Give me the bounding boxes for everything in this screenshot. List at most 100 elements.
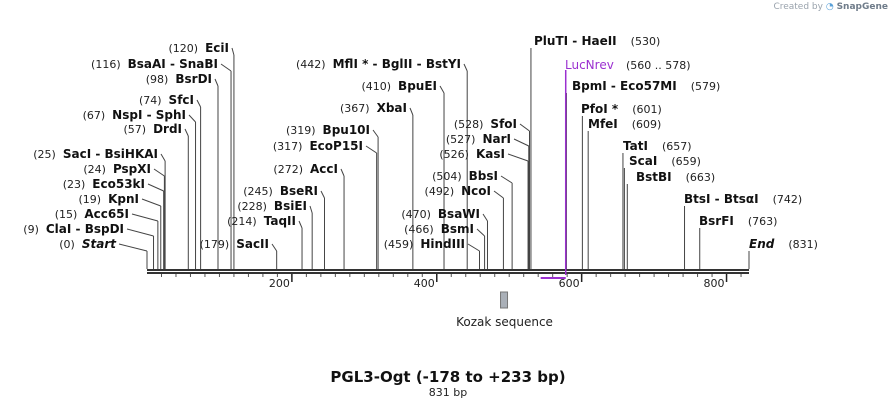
site-leader-sfci	[196, 99, 202, 108]
site-name-bsrdi: BsrDI	[175, 72, 212, 86]
site-position-bsiei: (228)	[237, 200, 267, 213]
snapgene-logo-icon: ◔	[825, 2, 834, 12]
map-title: PGL3-Ogt (-178 to +233 bp)	[330, 368, 566, 386]
site-position-bbsi: (504)	[432, 170, 462, 183]
site-leader-kpni	[141, 198, 161, 207]
axis-tick-label-600: 600	[559, 277, 580, 290]
site-name-pspxi: PspXI	[113, 162, 151, 176]
site-position-kpni: (19)	[79, 193, 102, 206]
kozak-feature-box	[500, 291, 509, 309]
site-leader-mfli	[463, 63, 468, 72]
site-name-btsi: BtsI - BtsαI	[684, 192, 759, 206]
site-leader-ecop15i	[365, 145, 377, 154]
site-position-bstbi: (663)	[686, 171, 716, 184]
site-name-acc65i: Acc65I	[84, 207, 129, 221]
site-position-ecii: (120)	[169, 42, 199, 55]
site-leader-bsrdi	[214, 78, 219, 87]
site-name-bstbi: BstBI	[636, 170, 672, 184]
site-position-bsmi: (466)	[404, 223, 434, 236]
site-name-xbai: XbaI	[377, 101, 407, 115]
site-position-end: (831)	[788, 238, 818, 251]
site-position-pspxi: (24)	[83, 163, 106, 176]
site-name-ecii: EciI	[205, 41, 229, 55]
site-position-ecop15i: (317)	[273, 140, 303, 153]
site-leader-bpuei	[439, 85, 445, 94]
site-position-sfoi: (528)	[454, 118, 484, 131]
site-leader-sacii	[271, 243, 278, 252]
credit-brand: SnapGene	[836, 2, 888, 12]
snapgene-credit: Created by ◔ SnapGene	[773, 2, 888, 12]
site-name-bsawi: BsaWI	[438, 207, 480, 221]
site-name-ncoi: NcoI	[461, 184, 491, 198]
site-name-acci: AccI	[310, 162, 338, 176]
site-position-sacii: (179)	[200, 238, 230, 251]
site-leader-ncoi	[493, 190, 504, 199]
axis-tick-label-200: 200	[269, 277, 290, 290]
site-name-clai: ClaI - BspDI	[46, 222, 124, 236]
site-leader-bpu10i	[372, 129, 379, 138]
site-leader-bsiei	[309, 205, 313, 214]
axis-tick-label-800: 800	[704, 277, 725, 290]
site-name-bsaai: BsaAI - SnaBI	[128, 57, 218, 71]
site-name-bseri: BseRI	[280, 184, 318, 198]
site-position-mfli: (442)	[296, 58, 326, 71]
site-position-bsawi: (470)	[401, 208, 431, 221]
site-name-hindiii: HindIII	[420, 237, 465, 251]
lucnrev-name: LucNrev	[565, 58, 614, 72]
lucnrev-range: (560 .. 578)	[626, 59, 691, 72]
site-leader-pspxi	[153, 168, 165, 177]
site-position-eco53ki: (23)	[63, 178, 86, 191]
site-name-bpmi: BpmI - Eco57MI	[572, 79, 677, 93]
site-position-bsrfi: (763)	[748, 215, 778, 228]
site-position-drdi: (57)	[123, 123, 146, 136]
site-name-sfoi: SfoI	[490, 117, 517, 131]
site-position-bsrdi: (98)	[146, 73, 169, 86]
site-name-bsmi: BsmI	[441, 222, 474, 236]
site-name-taqii: TaqII	[264, 214, 296, 228]
site-name-bsiei: BsiEI	[274, 199, 307, 213]
site-position-tati: (657)	[662, 140, 692, 153]
site-name-pfoi: PfoI *	[581, 102, 619, 116]
site-leader-hindiii	[467, 243, 480, 252]
site-leader-acci	[340, 168, 345, 177]
site-leader-bsawi	[482, 213, 488, 222]
site-position-acci: (272)	[273, 163, 303, 176]
site-position-clai: (9)	[23, 223, 39, 236]
site-position-bpmi: (579)	[691, 80, 721, 93]
site-name-tati: TatI	[623, 139, 648, 153]
site-position-pluti: (530)	[631, 35, 661, 48]
site-leader-saci	[160, 153, 166, 162]
site-position-scai: (659)	[671, 155, 701, 168]
site-name-kasi: KasI	[476, 147, 505, 161]
site-name-saci: SacI - BsiHKAI	[63, 147, 158, 161]
site-name-bpu10i: Bpu10I	[323, 123, 370, 137]
site-name-bpuei: BpuEI	[398, 79, 437, 93]
site-name-ecop15i: EcoP15I	[309, 139, 363, 153]
site-name-scai: ScaI	[629, 154, 657, 168]
site-position-mfei: (609)	[632, 118, 662, 131]
sequence-length: 831 bp	[428, 386, 468, 399]
site-position-nspi: (67)	[83, 109, 106, 122]
site-name-bbsi: BbsI	[469, 169, 498, 183]
site-position-bseri: (245)	[243, 185, 273, 198]
site-leader-ecii	[231, 47, 235, 56]
site-leader-acc65i	[131, 213, 158, 222]
site-position-sfci: (74)	[139, 94, 162, 107]
site-name-sacii: SacII	[236, 237, 269, 251]
site-name-drdi: DrdI	[153, 122, 182, 136]
site-name-end: End	[749, 237, 775, 251]
site-position-btsi: (742)	[773, 193, 803, 206]
site-name-mfli: MflI * - BglII - BstYI	[333, 57, 461, 71]
site-leader-nari	[513, 138, 529, 147]
kozak-feature-label: Kozak sequence	[456, 315, 553, 329]
site-name-pluti: PluTI - HaeII	[534, 34, 617, 48]
site-position-taqii: (214)	[227, 215, 257, 228]
site-position-kasi: (526)	[439, 148, 469, 161]
site-leader-bbsi	[500, 175, 513, 184]
site-position-xbai: (367)	[340, 102, 370, 115]
site-leader-clai	[126, 228, 154, 237]
site-name-nspi: NspI - SphI	[112, 108, 186, 122]
site-position-start: (0)	[59, 238, 75, 251]
credit-prefix: Created by	[773, 2, 823, 12]
